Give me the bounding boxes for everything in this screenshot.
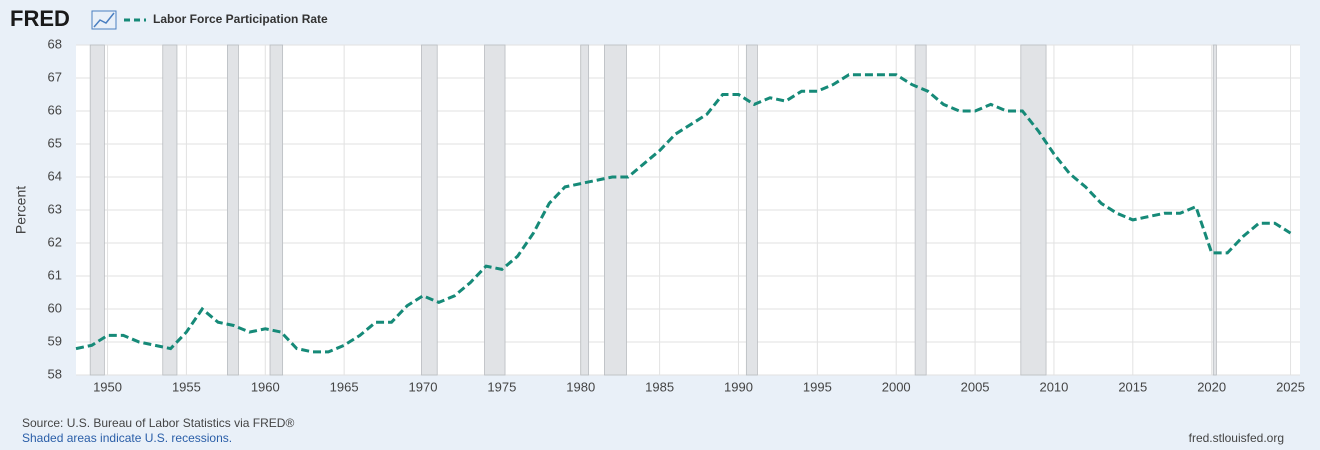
- recession-band: [604, 44, 627, 376]
- logo-icon-frame: [91, 10, 117, 30]
- y-tick-label: 60: [48, 300, 62, 315]
- x-tick-label: 1970: [409, 379, 438, 394]
- y-tick-label: 61: [48, 267, 62, 282]
- site: fred.stlouisfed.org: [1189, 431, 1284, 445]
- x-tick-label: 1975: [487, 379, 516, 394]
- y-axis-label: Percent: [13, 186, 29, 234]
- recession-band: [745, 44, 758, 376]
- y-tick-label: 65: [48, 135, 62, 150]
- recession-band: [1020, 44, 1047, 376]
- x-tick-label: 2015: [1118, 379, 1147, 394]
- recession-band: [421, 44, 438, 376]
- x-tick-label: 2020: [1197, 379, 1226, 394]
- recession-band: [580, 44, 590, 376]
- y-tick-label: 59: [48, 333, 62, 348]
- x-tick-label: 1955: [172, 379, 201, 394]
- recession-band: [162, 44, 178, 376]
- x-tick-label: 1980: [566, 379, 595, 394]
- x-tick-label: 1950: [93, 379, 122, 394]
- x-tick-label: 2000: [882, 379, 911, 394]
- x-tick-label: 1985: [645, 379, 674, 394]
- x-tick-label: 1965: [330, 379, 359, 394]
- recession-band: [1212, 44, 1217, 376]
- legend-label: Labor Force Participation Rate: [153, 12, 328, 26]
- y-tick-label: 62: [48, 234, 62, 249]
- source: Source: U.S. Bureau of Labor Statistics …: [22, 416, 294, 430]
- y-tick-label: 63: [48, 201, 62, 216]
- logo: FRED: [10, 6, 70, 31]
- x-tick-label: 1990: [724, 379, 753, 394]
- y-tick-label: 66: [48, 102, 62, 117]
- y-tick-label: 58: [48, 366, 62, 381]
- y-tick-label: 64: [48, 168, 62, 183]
- x-tick-label: 2005: [961, 379, 990, 394]
- recession-note: Shaded areas indicate U.S. recessions.: [22, 431, 232, 445]
- recession-band: [269, 44, 284, 376]
- y-tick-label: 68: [48, 36, 62, 51]
- y-tick-label: 67: [48, 69, 62, 84]
- x-tick-label: 1995: [803, 379, 832, 394]
- recession-band: [914, 44, 927, 376]
- x-tick-label: 2010: [1039, 379, 1068, 394]
- x-tick-label: 1960: [251, 379, 280, 394]
- recession-band: [227, 44, 239, 376]
- recession-band: [484, 44, 506, 376]
- data-line: [75, 73, 1292, 354]
- logo-icon: [93, 12, 115, 28]
- recession-band: [89, 44, 105, 376]
- x-tick-label: 2025: [1276, 379, 1305, 394]
